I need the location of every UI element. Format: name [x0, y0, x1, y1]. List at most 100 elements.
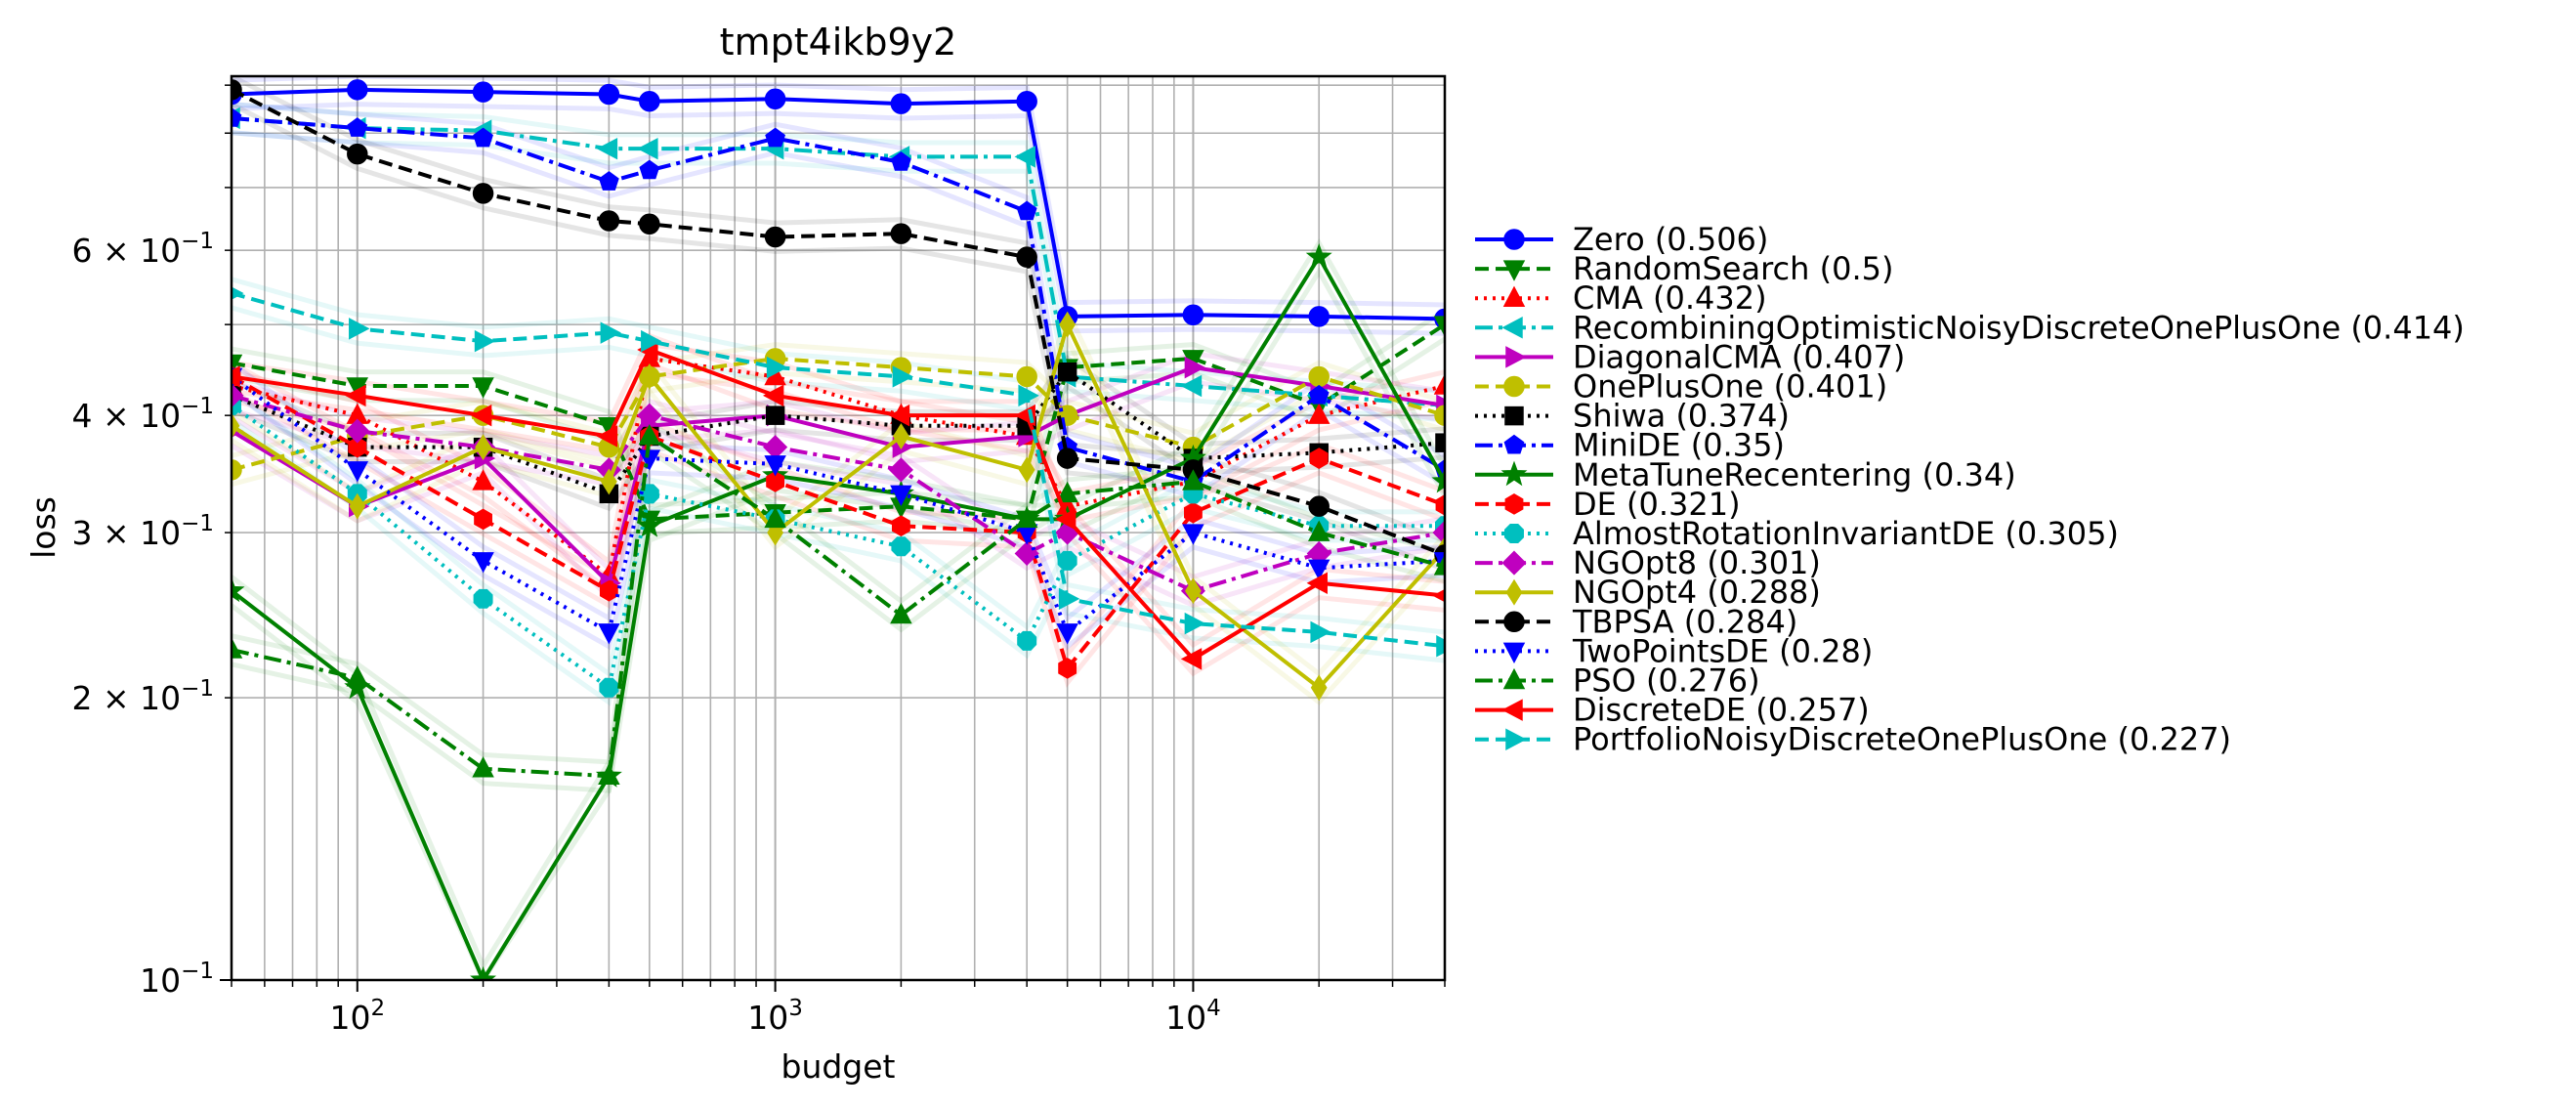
legend-marker: [1501, 550, 1527, 576]
data-point: [639, 159, 660, 180]
data-point: [1016, 246, 1037, 268]
series-14: [232, 367, 1445, 645]
y-tick-label: 2 × 10−1: [71, 676, 214, 717]
legend-entry: CMA (0.432): [1475, 279, 1767, 317]
legend-label: RecombiningOptimisticNoisyDiscreteOnePlu…: [1573, 309, 2465, 346]
data-point: [598, 210, 620, 232]
data-point: [1307, 403, 1330, 424]
legend-label: Shiwa (0.374): [1573, 398, 1790, 435]
data-point: [232, 459, 242, 481]
axis-ticks: 102 103 104 10−1 2 × 10−1 3 × 10−1 4 × 10−1 6 ×…: [71, 84, 1446, 1037]
data-point: [345, 384, 366, 407]
legend-entry: PSO (0.276): [1475, 662, 1760, 700]
data-point: [1058, 587, 1080, 611]
series-line: [232, 347, 1445, 662]
data-point: [347, 117, 368, 137]
data-point: [1184, 356, 1206, 379]
legend-entry: TBPSA (0.284): [1475, 603, 1797, 640]
data-point: [1436, 635, 1445, 658]
faint-series-trace: [232, 305, 1445, 663]
series-layer: [232, 79, 1445, 980]
faint-series-trace: [232, 361, 1445, 622]
data-point: [1182, 304, 1204, 326]
faint-series-trace: [232, 237, 1445, 972]
series-line: [232, 365, 1445, 585]
data-point: [1310, 620, 1331, 644]
data-point: [474, 329, 496, 353]
data-point: [764, 506, 786, 529]
faint-series-trace: [232, 379, 1445, 603]
faint-series-trace: [232, 389, 1445, 651]
legend-marker: [1505, 578, 1523, 606]
legend-marker: [1502, 642, 1526, 664]
legend-entry: MiniDE (0.35): [1475, 427, 1785, 464]
data-point: [891, 536, 911, 557]
data-point: [1306, 572, 1328, 595]
data-point: [1182, 469, 1204, 491]
data-point: [348, 436, 367, 458]
data-point: [1055, 508, 1077, 531]
data-point: [1018, 456, 1035, 484]
legend-label: PSO (0.276): [1573, 662, 1760, 700]
legend-marker: [1501, 699, 1523, 721]
data-point: [1308, 365, 1330, 388]
data-point: [232, 637, 243, 659]
legend-label: DiagonalCMA (0.407): [1573, 338, 1905, 375]
faint-series-trace: [232, 370, 1445, 488]
data-point: [232, 365, 240, 388]
data-point: [1180, 648, 1203, 670]
data-point: [1058, 658, 1077, 679]
faint-series-trace: [232, 369, 1445, 595]
data-point: [1433, 554, 1445, 576]
data-point: [890, 602, 912, 624]
legend-entry: MetaTuneRecentering (0.34): [1475, 456, 2016, 493]
data-point: [1305, 243, 1332, 269]
y-tick-label: 10−1: [140, 959, 214, 1000]
data-point: [888, 457, 913, 483]
data-point: [764, 88, 786, 110]
data-point: [1017, 630, 1037, 651]
data-point: [345, 418, 370, 444]
legend-label: PortfolioNoisyDiscreteOnePlusOne (0.227): [1573, 721, 2231, 758]
legend-marker: [1504, 406, 1524, 426]
legend-label: TBPSA (0.284): [1572, 603, 1797, 640]
data-point: [346, 665, 369, 687]
faint-series-trace: [232, 351, 1445, 575]
legend-marker: [1502, 667, 1526, 690]
data-point: [1435, 494, 1445, 516]
faint-series-trace: [232, 102, 1445, 336]
faint-series-trace: [232, 102, 1445, 573]
faint-series-trace: [232, 389, 1445, 678]
legend-label: MetaTuneRecentering (0.34): [1573, 456, 2016, 493]
data-point: [1014, 146, 1035, 168]
series-15: [232, 423, 1445, 786]
data-point: [349, 492, 366, 520]
data-point: [765, 406, 785, 425]
data-point: [1016, 200, 1037, 221]
data-point: [473, 127, 493, 148]
legend-marker: [1505, 728, 1527, 750]
legend-marker: [1501, 317, 1523, 339]
data-point: [232, 383, 244, 408]
series-line: [232, 322, 1445, 690]
x-tick-label: 104: [1165, 996, 1221, 1037]
series-line: [232, 393, 1445, 593]
x-tick-label: 102: [329, 996, 385, 1037]
y-tick-label: 3 × 10−1: [71, 511, 214, 552]
data-point: [890, 485, 912, 506]
faint-series-trace: [232, 130, 1445, 423]
plot-area-frame: [230, 74, 1447, 982]
data-point: [347, 79, 368, 101]
legend-label: Zero (0.506): [1573, 221, 1768, 258]
legend-marker: [1503, 611, 1525, 633]
series-16: [232, 338, 1445, 670]
data-point: [1435, 433, 1445, 452]
data-point: [472, 552, 494, 574]
x-tick-label: 103: [747, 996, 803, 1037]
series-13: [232, 79, 1445, 566]
data-point: [346, 461, 369, 483]
data-point: [637, 137, 658, 160]
faint-series-trace: [232, 102, 1445, 471]
